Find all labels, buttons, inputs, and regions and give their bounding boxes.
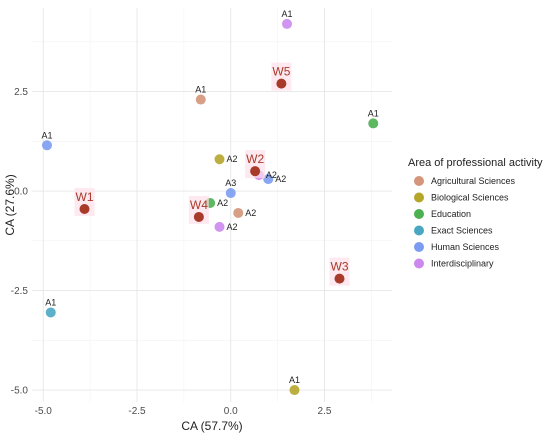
wave-point <box>79 203 90 214</box>
legend-key <box>414 176 424 186</box>
x-tick-label: 0.0 <box>224 406 238 417</box>
data-point <box>289 385 300 396</box>
wave-point <box>334 273 345 284</box>
legend-key <box>414 242 424 252</box>
data-point <box>45 307 56 318</box>
wave-label: W4 <box>190 198 208 212</box>
wave-label: W3 <box>331 260 349 274</box>
point-label: A2 <box>266 170 277 180</box>
point-label: A1 <box>45 297 56 307</box>
wave-point <box>193 211 204 222</box>
point-label: A1 <box>368 108 379 118</box>
data-point <box>195 94 206 105</box>
point-label: A1 <box>281 9 292 19</box>
x-axis-title: CA (57.7%) <box>181 419 242 433</box>
axis-ticks: -5.0 -2.5 0.0 2.5 2.5 0.0 -2.5 -5.0 <box>11 87 332 417</box>
legend-key <box>414 225 424 236</box>
wave-point <box>250 166 261 177</box>
point-label: A2 <box>227 222 238 232</box>
data-point <box>233 207 244 218</box>
legend-key <box>414 192 424 203</box>
point-label: A1 <box>195 85 206 95</box>
point-label: A2 <box>275 174 286 184</box>
legend-item-label: Education <box>431 209 471 219</box>
x-tick-label: -2.5 <box>128 406 146 417</box>
legend-item-label: Exact Sciences <box>431 226 493 236</box>
point-label: A1 <box>289 375 300 385</box>
data-point <box>263 174 274 185</box>
legend-key <box>414 258 424 269</box>
legend-item-label: Interdisciplinary <box>431 259 494 269</box>
point-label: A2 <box>227 154 238 164</box>
wave-label: W1 <box>76 190 94 204</box>
legend-item-label: Biological Sciences <box>431 193 509 203</box>
data-point <box>368 118 379 129</box>
y-tick-label: 0.0 <box>14 187 28 198</box>
point-label: A2 <box>245 208 256 218</box>
data-point <box>42 140 52 151</box>
legend: Area of professional activity Agricultur… <box>408 157 543 269</box>
data-point <box>214 154 225 165</box>
x-tick-label: -5.0 <box>35 406 53 417</box>
legend-key <box>414 209 424 219</box>
y-tick-label: 2.5 <box>14 87 28 98</box>
grid-lines <box>32 8 392 402</box>
point-label: A3 <box>225 178 236 188</box>
data-point <box>214 221 225 232</box>
y-axis-title: CA (27.6%) <box>3 174 17 235</box>
point-label: A1 <box>41 130 52 140</box>
y-tick-label: -2.5 <box>11 286 29 297</box>
wave-label: W5 <box>272 65 290 79</box>
data-points <box>42 18 379 396</box>
wave-label: W2 <box>246 152 264 166</box>
point-label: A2 <box>217 198 228 208</box>
data-point <box>282 18 292 29</box>
legend-title: Area of professional activity <box>408 157 543 169</box>
data-point <box>225 188 236 199</box>
wave-point <box>276 78 287 89</box>
legend-item-label: Human Sciences <box>431 242 500 252</box>
y-tick-label: -5.0 <box>11 386 29 397</box>
legend-item-label: Agricultural Sciences <box>431 176 516 186</box>
x-tick-label: 2.5 <box>318 406 332 417</box>
